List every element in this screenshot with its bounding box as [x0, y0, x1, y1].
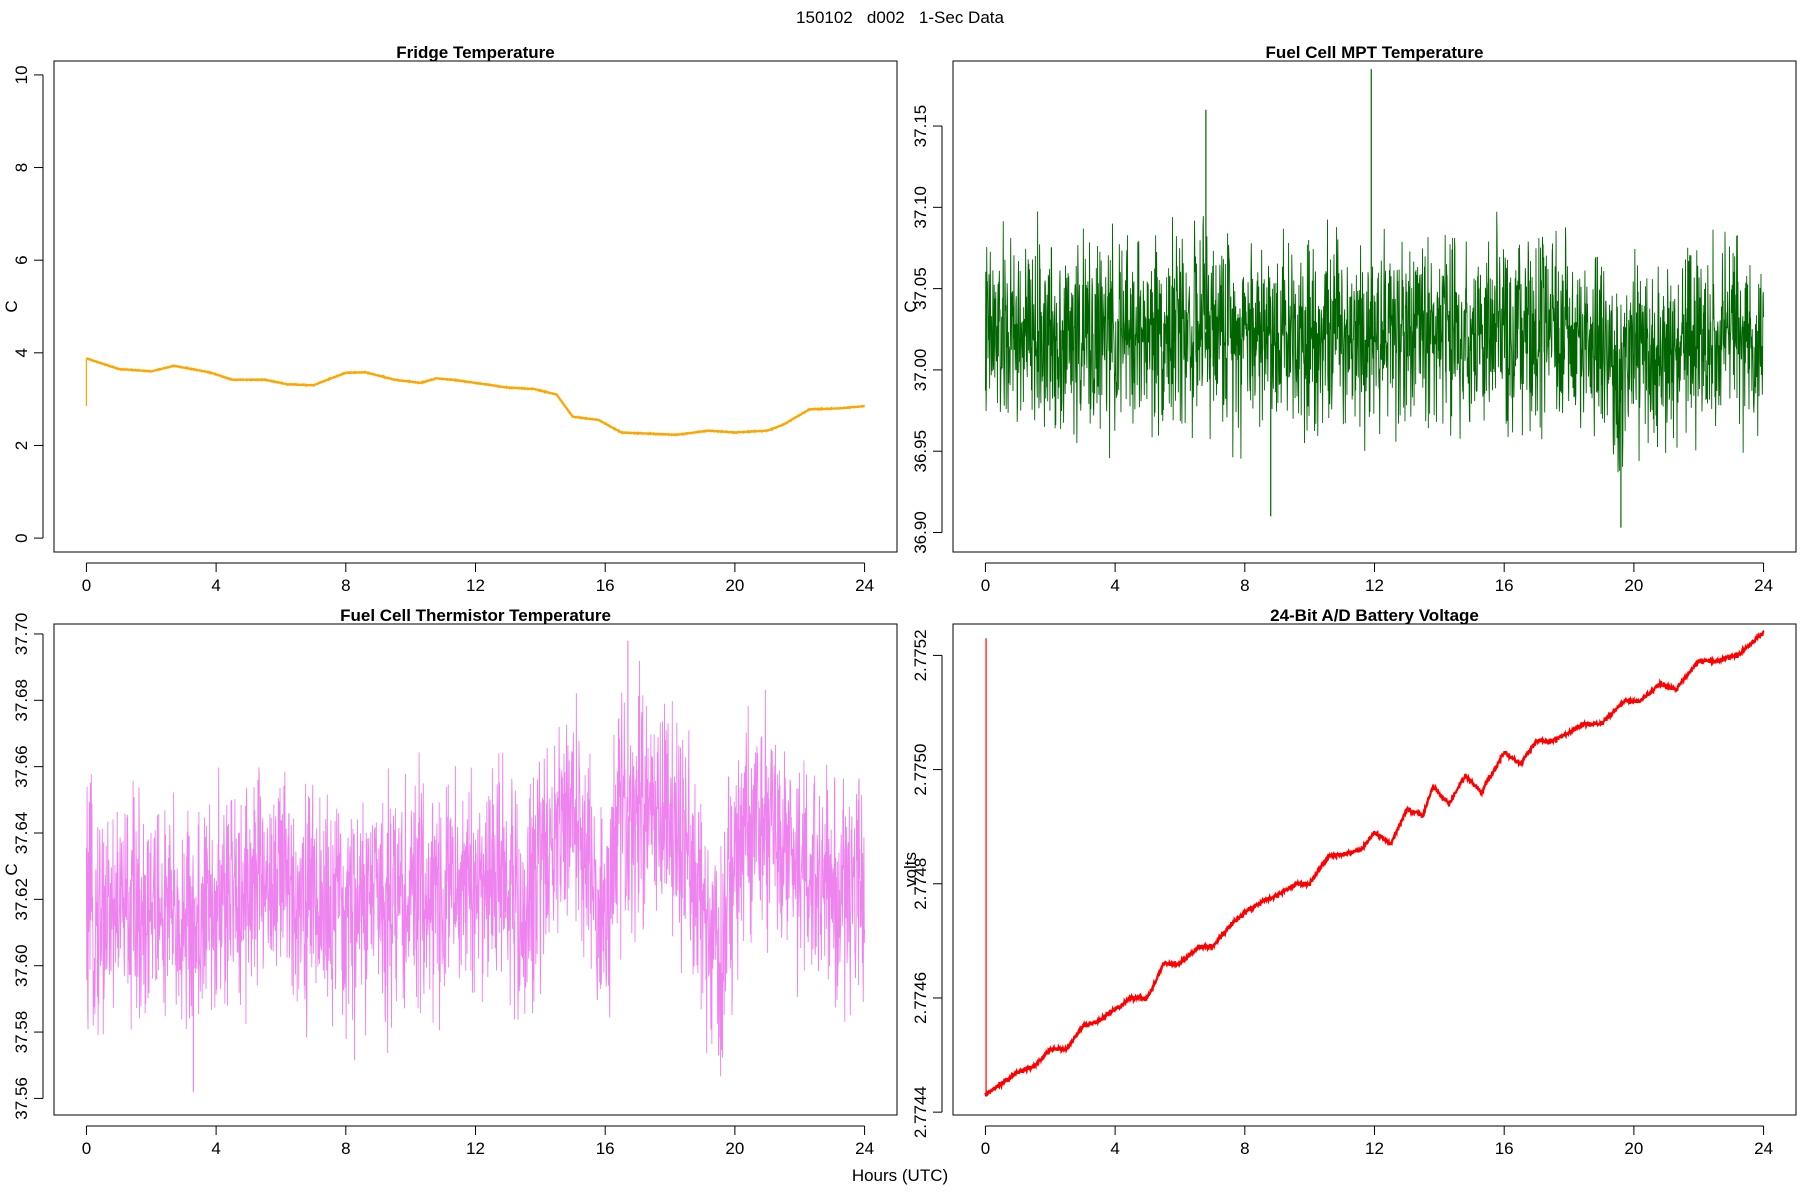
series-line — [984, 211, 1765, 473]
y-tick-label: 0 — [12, 533, 31, 542]
y-tick-label: 37.64 — [12, 812, 31, 855]
figure-title: 150102 d002 1-Sec Data — [796, 8, 1004, 27]
x-tick-label: 12 — [466, 576, 485, 595]
x-tick-label: 0 — [82, 576, 91, 595]
x-tick-label: 16 — [1495, 576, 1514, 595]
x-tick-label: 24 — [1754, 576, 1773, 595]
x-axis-label: Hours (UTC) — [851, 1166, 949, 1185]
panel-title: Fuel Cell MPT Temperature — [1266, 43, 1484, 62]
x-tick-label: 20 — [725, 1139, 744, 1158]
plot-frame — [53, 60, 898, 553]
y-tick-label: 37.70 — [12, 613, 31, 656]
x-tick-label: 24 — [855, 576, 874, 595]
x-tick-label: 12 — [1365, 576, 1384, 595]
x-tick-label: 4 — [1110, 576, 1119, 595]
series-line — [85, 660, 866, 1077]
y-tick-label: 37.05 — [911, 267, 930, 310]
x-tick-label: 16 — [596, 1139, 615, 1158]
x-tick-label: 20 — [1624, 576, 1643, 595]
x-tick-label: 8 — [341, 1139, 350, 1158]
y-tick-label: 37.15 — [911, 105, 930, 148]
plot-frame — [952, 623, 1797, 1116]
x-tick-label: 4 — [211, 1139, 220, 1158]
y-tick-label: 2.7744 — [911, 1086, 930, 1138]
y-tick-label: 10 — [12, 65, 31, 84]
y-tick-label: 2.7748 — [911, 858, 930, 910]
y-tick-label: 36.95 — [911, 430, 930, 473]
panel-2: Fuel Cell MPT Temperature 0 4 8 12 16 20 24 36.9… — [901, 43, 1797, 595]
x-tick-label: 0 — [981, 1139, 990, 1158]
panel-3: Fuel Cell Thermistor Temperature 0 4 8 12 16 2… — [2, 606, 898, 1158]
x-tick-label: 20 — [725, 576, 744, 595]
y-tick-label: 36.90 — [911, 511, 930, 554]
x-tick-label: 0 — [981, 576, 990, 595]
plot-frame — [952, 60, 1797, 553]
y-tick-label: 37.00 — [911, 349, 930, 392]
x-tick-label: 4 — [211, 576, 220, 595]
panel-title: Fridge Temperature — [396, 43, 554, 62]
y-tick-label: 2.7746 — [911, 972, 930, 1024]
panel-4: 24-Bit A/D Battery Voltage 0 4 8 12 16 20 24 2.7… — [901, 606, 1797, 1158]
y-tick-label: 6 — [12, 255, 31, 264]
x-tick-label: 8 — [1240, 576, 1249, 595]
x-tick-label: 8 — [1240, 1139, 1249, 1158]
panel-title: 24-Bit A/D Battery Voltage — [1270, 606, 1479, 625]
x-tick-label: 24 — [855, 1139, 874, 1158]
y-tick-label: 37.66 — [12, 745, 31, 788]
series-line — [984, 629, 1765, 1097]
y-axis-label: C — [901, 300, 920, 312]
y-axis-label: volts — [901, 852, 920, 887]
y-tick-label: 2 — [12, 441, 31, 450]
x-tick-label: 24 — [1754, 1139, 1773, 1158]
x-tick-label: 16 — [1495, 1139, 1514, 1158]
y-tick-label: 37.10 — [911, 186, 930, 229]
y-tick-label: 37.56 — [12, 1077, 31, 1120]
x-tick-label: 0 — [82, 1139, 91, 1158]
series-line — [85, 357, 865, 437]
x-tick-label: 12 — [466, 1139, 485, 1158]
plot-frame — [53, 623, 898, 1116]
y-tick-label: 37.58 — [12, 1011, 31, 1054]
y-tick-label: 37.68 — [12, 679, 31, 722]
x-tick-label: 4 — [1110, 1139, 1119, 1158]
y-axis-label: C — [2, 863, 21, 875]
x-tick-label: 16 — [596, 576, 615, 595]
x-tick-label: 20 — [1624, 1139, 1643, 1158]
y-tick-label: 8 — [12, 163, 31, 172]
y-tick-label: 2.7750 — [911, 744, 930, 796]
y-tick-label: 37.62 — [12, 878, 31, 921]
y-tick-label: 2.7752 — [911, 629, 930, 681]
y-tick-label: 4 — [12, 348, 31, 357]
x-tick-label: 8 — [341, 576, 350, 595]
y-axis-label: C — [2, 300, 21, 312]
panel-title: Fuel Cell Thermistor Temperature — [340, 606, 611, 625]
y-tick-label: 37.60 — [12, 944, 31, 987]
x-tick-label: 12 — [1365, 1139, 1384, 1158]
